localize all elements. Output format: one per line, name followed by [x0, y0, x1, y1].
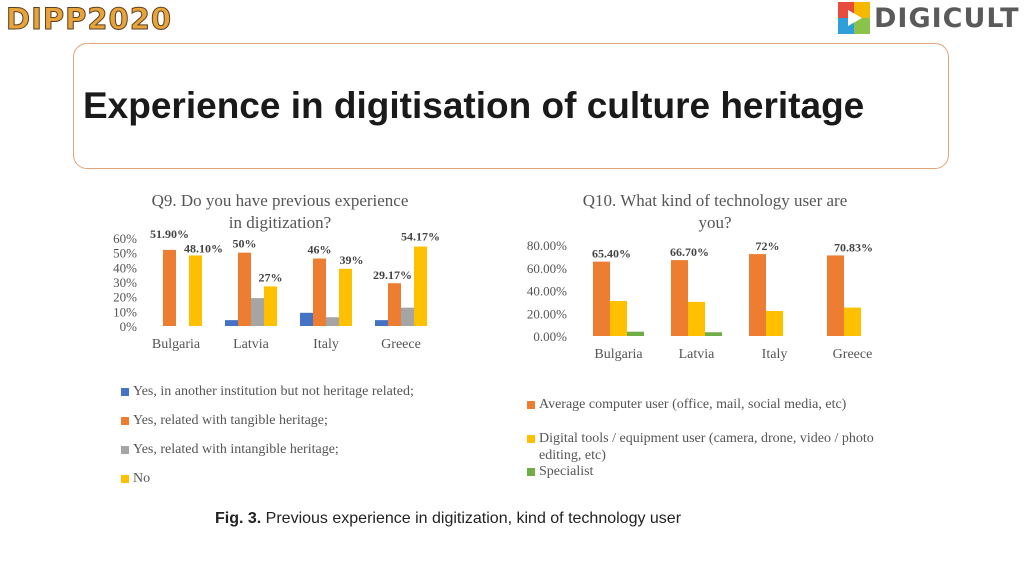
- dipp2020-logo: DIPP2020: [5, 2, 173, 37]
- legend-label: Digital tools / equipment user (camera, …: [539, 431, 874, 446]
- bar: [251, 298, 264, 326]
- data-label: 48.10%: [184, 241, 223, 255]
- y-tick-label: 40.00%: [527, 284, 567, 299]
- x-tick-label: Greece: [833, 347, 873, 362]
- bar: [705, 332, 722, 336]
- y-tick-label: 40%: [113, 260, 137, 275]
- bar: [238, 252, 251, 326]
- data-label: 50%: [233, 237, 257, 251]
- bar: [225, 320, 238, 326]
- legend-item: Yes, in another institution but not heri…: [121, 384, 414, 400]
- bar: [593, 261, 610, 336]
- data-label: 72%: [756, 239, 780, 253]
- y-tick-label: 60%: [113, 231, 137, 246]
- bar: [264, 286, 277, 326]
- bar: [671, 260, 688, 336]
- y-tick-label: 20%: [113, 290, 137, 305]
- legend-swatch-blue: [121, 388, 129, 396]
- legend-swatch-orange: [527, 401, 535, 409]
- bar: [388, 283, 401, 326]
- chart1-title-line2: in digitization?: [228, 213, 332, 232]
- bar: [627, 331, 644, 336]
- data-label: 46%: [308, 243, 332, 257]
- legend-label: editing, etc): [539, 448, 606, 463]
- chart1-title: Q9. Do you have previous experience in d…: [120, 190, 440, 234]
- data-label: 65.40%: [592, 247, 631, 261]
- x-tick-label: Latvia: [233, 337, 270, 352]
- legend-item: No: [121, 471, 150, 487]
- y-tick-label: 20.00%: [527, 306, 567, 321]
- chart1-svg: 0%10%20%30%40%50%60%Bulgaria Latvia Italy G…: [113, 227, 440, 352]
- x-tick-label: Latvia: [679, 347, 716, 362]
- bar: [189, 255, 202, 326]
- bar: [339, 268, 352, 326]
- legend-swatch-yellow: [527, 435, 535, 443]
- chart2-title-line2: you?: [698, 213, 732, 232]
- legend-swatch-orange: [121, 417, 129, 425]
- bar: [749, 254, 766, 336]
- y-tick-label: 60.00%: [527, 261, 567, 276]
- digicult-logo-icon: [838, 2, 870, 34]
- bar: [300, 312, 313, 326]
- data-label: 51.90%: [150, 227, 189, 241]
- bar: [827, 255, 844, 336]
- chart2-title-line1: Q10. What kind of technology user are: [582, 191, 848, 210]
- bar: [688, 301, 705, 336]
- chart2-legend: Average computer user (office, mail, soc…: [527, 397, 927, 487]
- x-tick-label: Italy: [762, 347, 788, 362]
- x-tick-label: Greece: [381, 337, 421, 352]
- x-tick-label: Italy: [313, 337, 339, 352]
- data-label: 70.83%: [834, 240, 873, 254]
- y-tick-label: 80.00%: [527, 238, 567, 253]
- legend-label: Yes, related with intangible heritage;: [133, 442, 339, 457]
- legend-label: Yes, related with tangible heritage;: [133, 413, 328, 428]
- legend-label: Average computer user (office, mail, soc…: [539, 397, 847, 412]
- data-label: 66.70%: [670, 245, 709, 259]
- bar: [375, 320, 388, 326]
- legend-label: Yes, in another institution but not heri…: [133, 384, 414, 399]
- data-label: 39%: [340, 253, 364, 267]
- bar: [163, 249, 176, 326]
- y-tick-label: 30%: [113, 275, 137, 290]
- page-title: Experience in digitisation of culture he…: [83, 85, 865, 126]
- legend-item: Yes, related with tangible heritage;: [121, 413, 328, 429]
- data-label: 54.17%: [401, 230, 440, 244]
- data-label: 29.17%: [373, 268, 412, 282]
- x-tick-label: Bulgaria: [152, 337, 201, 352]
- legend-swatch-gray: [121, 446, 129, 454]
- y-tick-label: 10%: [113, 304, 137, 319]
- legend-swatch-green: [527, 468, 535, 476]
- title-box: Experience in digitisation of culture he…: [73, 43, 949, 169]
- digicult-logo: DIGICULT: [838, 0, 1020, 36]
- data-label: 27%: [259, 270, 283, 284]
- x-tick-label: Bulgaria: [594, 347, 643, 362]
- bar: [401, 307, 414, 326]
- bar: [610, 300, 627, 336]
- chart1-title-line1: Q9. Do you have previous experience: [151, 191, 409, 210]
- bar: [844, 307, 861, 336]
- bar: [766, 310, 783, 336]
- figure-caption: Fig. 3. Previous experience in digitizat…: [215, 510, 681, 528]
- legend-swatch-yellow: [121, 475, 129, 483]
- legend-item: Digital tools / equipment user (camera, …: [527, 431, 874, 447]
- chart2-title: Q10. What kind of technology user are yo…: [545, 190, 885, 234]
- chart2-svg: 0.00% 20.00% 40.00% 60.00% 80.00% Bulgaria Lat…: [527, 238, 873, 362]
- legend-label: Specialist: [539, 464, 594, 479]
- legend-item-continuation: editing, etc): [539, 448, 606, 464]
- y-tick-label: 0.00%: [533, 329, 567, 344]
- legend-item: Yes, related with intangible heritage;: [121, 442, 339, 458]
- legend-label: No: [133, 471, 151, 486]
- y-tick-label: 0%: [120, 319, 138, 334]
- legend-item: Specialist: [527, 464, 593, 480]
- chart1-legend: Yes, in another institution but not heri…: [121, 384, 481, 494]
- bar: [326, 317, 339, 326]
- digicult-logo-text: DIGICULT: [874, 2, 1020, 34]
- caption-label: Fig. 3.: [215, 510, 262, 527]
- y-tick-label: 50%: [113, 246, 137, 261]
- legend-item: Average computer user (office, mail, soc…: [527, 397, 846, 413]
- caption-text: Previous experience in digitization, kin…: [261, 510, 682, 527]
- bar: [313, 258, 326, 326]
- bar: [414, 246, 427, 326]
